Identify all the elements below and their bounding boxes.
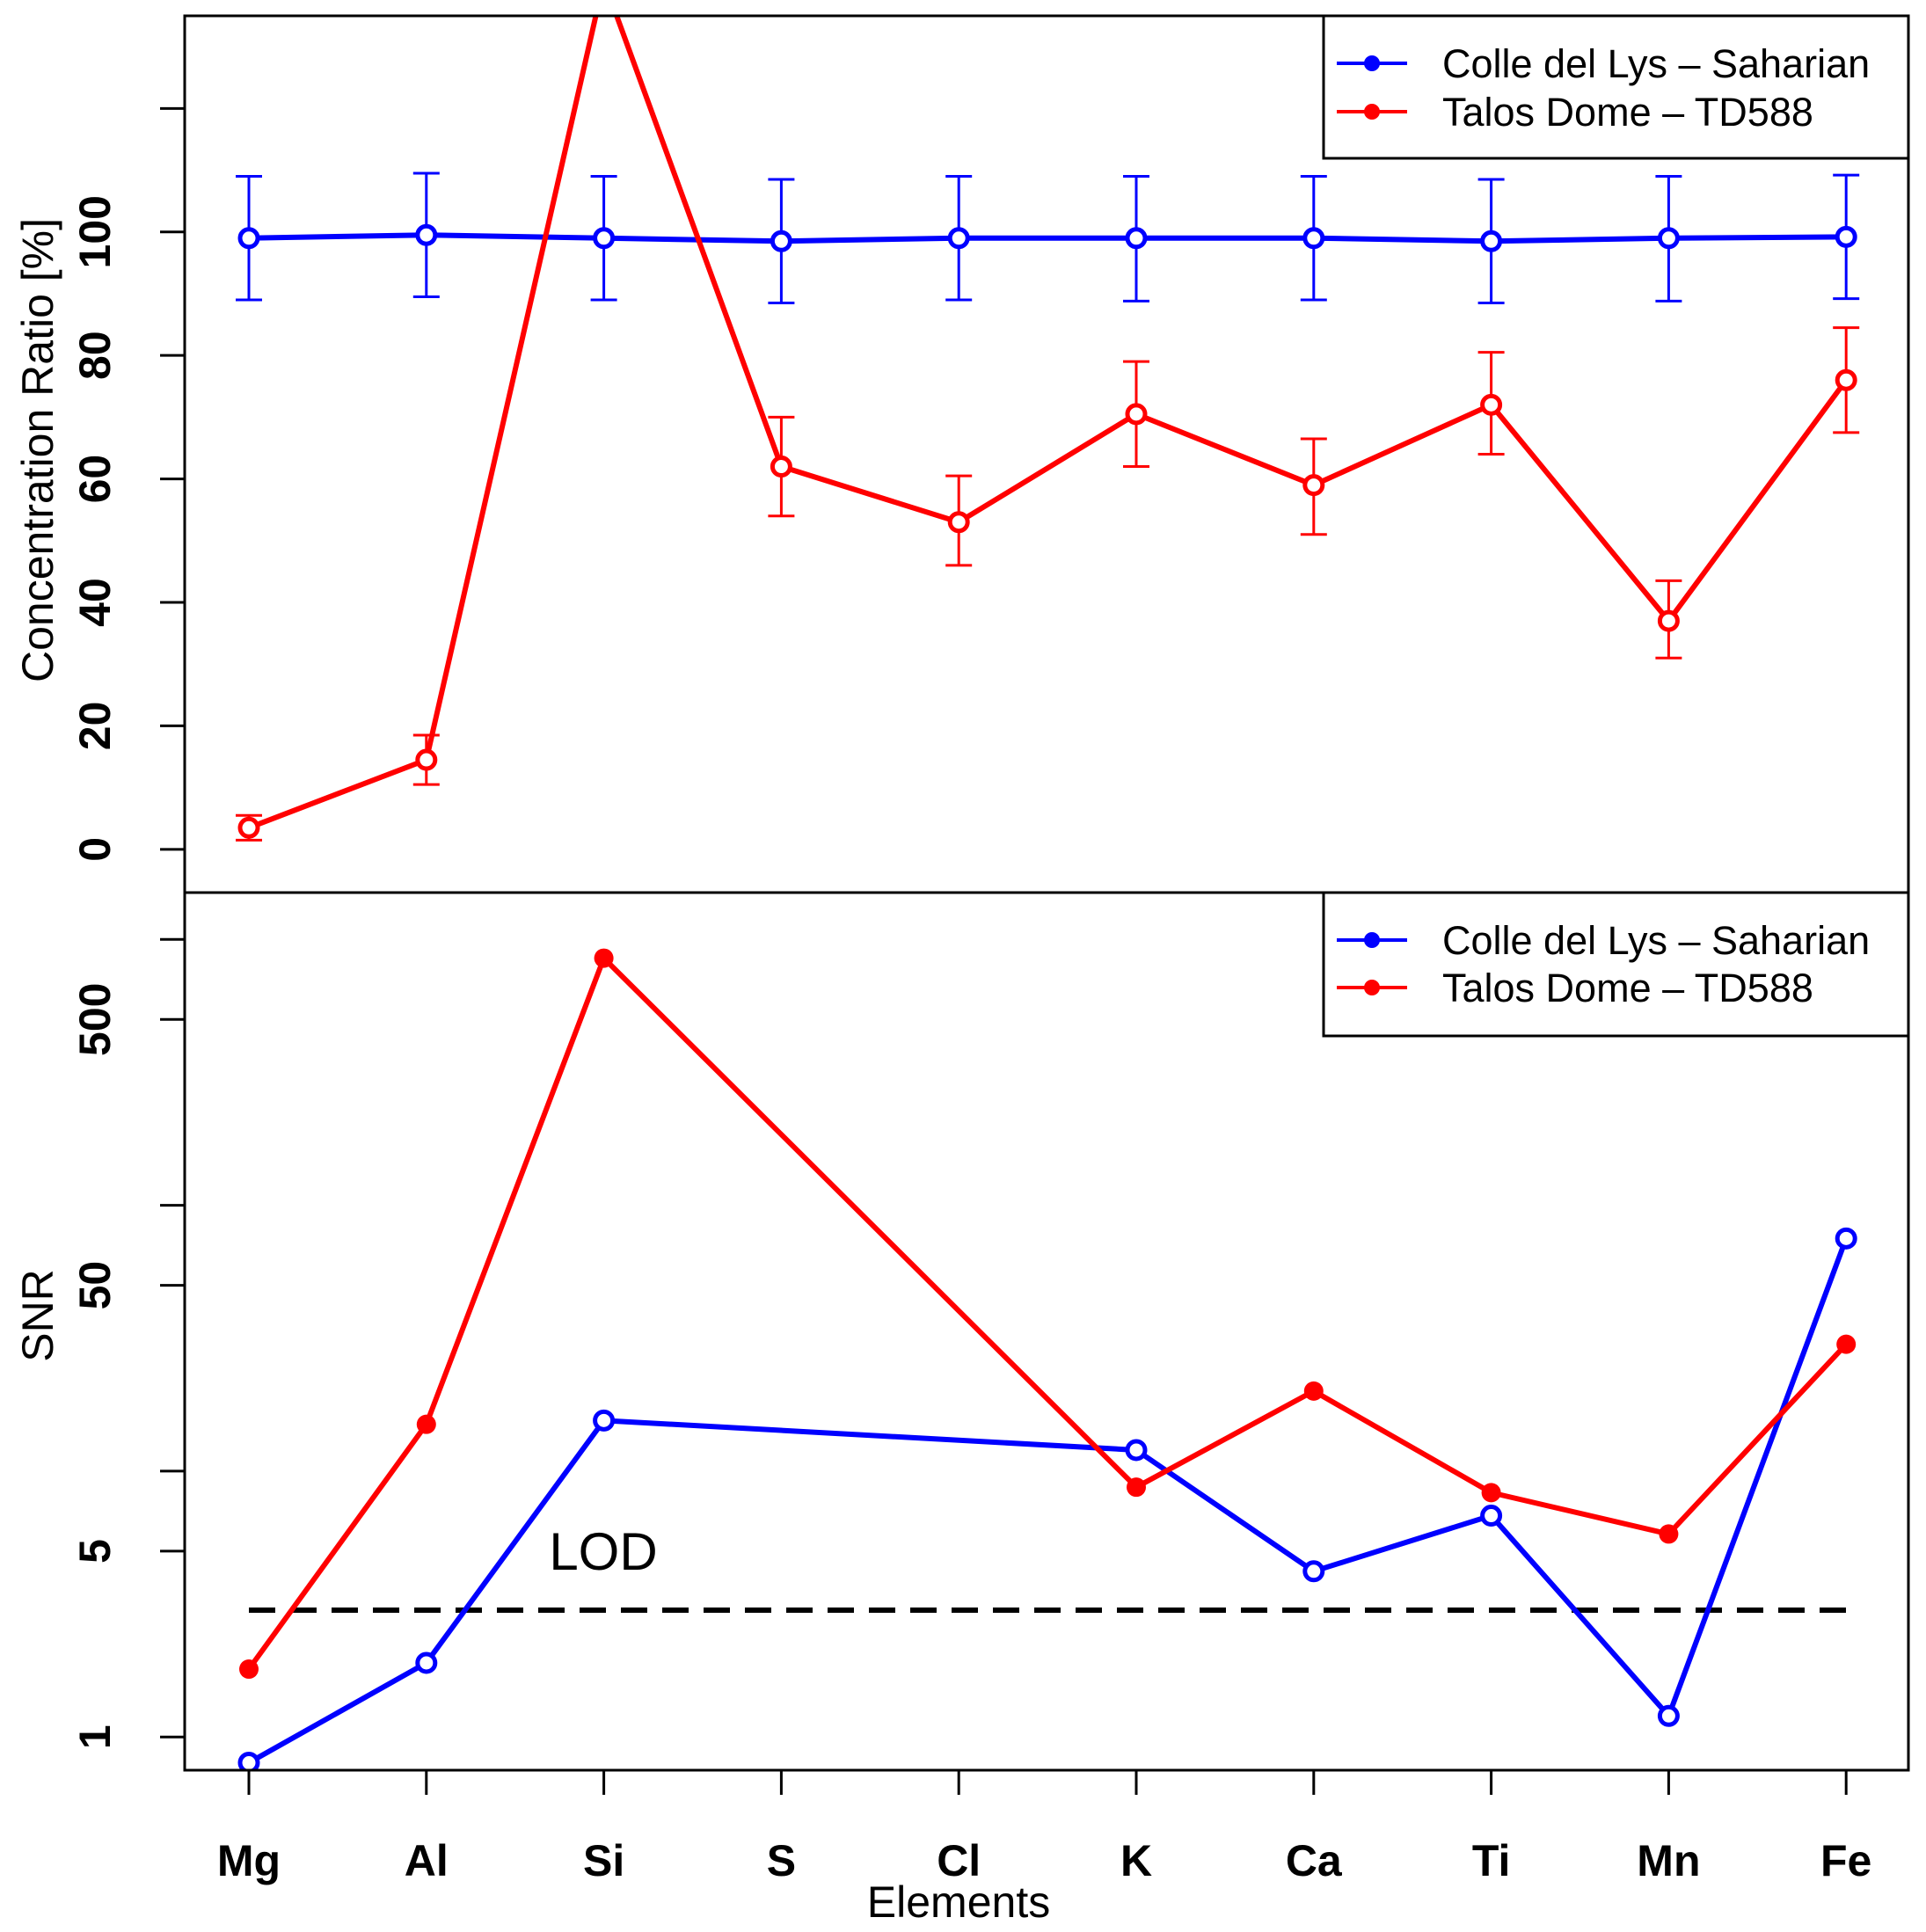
bottom-point-blue-ca: [1302, 1560, 1325, 1583]
top-point-red-al: [415, 748, 438, 771]
bottom-plot-frame: [183, 891, 1910, 1772]
bottom-point-blue-ti: [1480, 1505, 1503, 1527]
bottom-point-red-mg: [239, 1659, 259, 1680]
bottom-legend-red-marker: [1364, 980, 1380, 995]
top-point-blue-ti: [1480, 230, 1503, 252]
bottom-point-red-ca: [1303, 1381, 1324, 1401]
bottom-y-axis-title: SNR: [13, 1269, 62, 1362]
top-point-blue-mg: [237, 227, 260, 250]
top-point-red-mn: [1657, 609, 1680, 632]
bottom-y-tick-label: 5: [70, 1539, 120, 1564]
x-tick-label-cl: Cl: [937, 1836, 981, 1885]
top-line-colle-del-lys-saharian: [248, 232, 1847, 244]
top-plot-area: [236, 16, 1860, 842]
top-point-red-ti: [1480, 393, 1503, 416]
bottom-point-blue-fe: [1835, 1227, 1857, 1250]
bottom-point-red-fe: [1836, 1334, 1857, 1354]
x-tick-label-ti: Ti: [1472, 1836, 1511, 1885]
bottom-point-blue-mg: [237, 1752, 260, 1770]
x-tick-label-si: Si: [583, 1836, 624, 1885]
bottom-line-talos-dome-td588: [246, 955, 1849, 1671]
top-y-tick-label: 20: [70, 702, 120, 751]
top-panel: 0 20 40 60 80 100 Concentration Ratio [%] Col…: [13, 14, 1910, 894]
bottom-line-colle-del-lys-saharian: [247, 1237, 1849, 1766]
bottom-y-tick-label: 500: [70, 983, 120, 1056]
bottom-point-blue-mn: [1657, 1704, 1680, 1727]
top-y-tick-label: 80: [70, 331, 120, 380]
top-point-blue-fe: [1835, 225, 1857, 248]
top-y-tick-label: 0: [70, 837, 120, 862]
bottom-point-blue-si: [593, 1409, 616, 1432]
x-tick-label-fe: Fe: [1820, 1836, 1871, 1885]
bottom-legend-red-label: Talos Dome – TD588: [1442, 966, 1813, 1010]
lod-label: LOD: [549, 1522, 657, 1581]
top-legend-box: [1322, 14, 1910, 160]
x-tick-label-k: K: [1120, 1836, 1152, 1885]
top-y-tick-label: 60: [70, 455, 120, 504]
bottom-legend-box: [1322, 891, 1910, 1038]
x-tick-label-s: S: [767, 1836, 796, 1885]
top-point-blue-ca: [1302, 227, 1325, 250]
bottom-panel: 1 5 50 500 SNR LOD Mg Al Si S Cl K Ca Ti Mn Fe Eleme…: [13, 891, 1910, 1927]
bottom-y-tick-label: 50: [70, 1261, 120, 1310]
top-legend-blue-label: Colle del Lys – Saharian: [1442, 41, 1870, 86]
top-legend-blue-marker: [1364, 55, 1380, 71]
x-tick-label-al: Al: [405, 1836, 449, 1885]
top-y-tick-label: 100: [70, 195, 120, 268]
top-point-blue-mn: [1657, 227, 1680, 250]
x-tick-label-mn: Mn: [1637, 1836, 1700, 1885]
bottom-plot-area: [237, 948, 1857, 1770]
bottom-y-tick-label: 1: [70, 1724, 120, 1749]
top-legend: Colle del Lys – Saharian Talos Dome – TD…: [1322, 14, 1910, 160]
bottom-point-blue-al: [415, 1651, 438, 1674]
x-axis: Mg Al Si S Cl K Ca Ti Mn Fe: [217, 1770, 1871, 1885]
top-point-blue-si: [593, 227, 616, 250]
x-tick-label-ca: Ca: [1286, 1836, 1343, 1885]
top-point-red-fe: [1835, 368, 1857, 391]
top-point-blue-k: [1125, 227, 1148, 250]
top-y-axis-title: Concentration Ratio [%]: [13, 218, 62, 682]
x-axis-title: Elements: [867, 1877, 1050, 1927]
bottom-point-red-al: [416, 1414, 436, 1434]
top-line-talos-dome-td588: [247, 16, 1849, 831]
top-point-red-ca: [1302, 474, 1325, 497]
bottom-legend-blue-label: Colle del Lys – Saharian: [1442, 918, 1870, 963]
bottom-legend-blue-marker: [1364, 932, 1380, 948]
top-point-red-mg: [237, 816, 260, 839]
bottom-point-red-k: [1127, 1477, 1146, 1498]
top-legend-red-label: Talos Dome – TD588: [1442, 90, 1813, 135]
bottom-legend: Colle del Lys – Saharian Talos Dome – TD…: [1322, 891, 1910, 1038]
top-point-blue-al: [415, 223, 438, 246]
top-point-red-cl: [947, 511, 970, 534]
x-tick-label-mg: Mg: [217, 1836, 281, 1885]
bottom-y-ticks: 1 5 50 500: [70, 937, 185, 1749]
bottom-point-red-mn: [1659, 1524, 1679, 1544]
top-point-red-k: [1125, 403, 1148, 426]
bottom-point-red-ti: [1481, 1483, 1501, 1503]
bottom-point-blue-k: [1125, 1439, 1148, 1462]
bottom-point-red-si: [594, 948, 614, 968]
top-point-red-s: [770, 456, 792, 478]
top-y-tick-label: 40: [70, 578, 120, 627]
top-point-blue-cl: [947, 227, 970, 250]
top-y-ticks: 0 20 40 60 80 100: [70, 106, 185, 862]
top-legend-red-marker: [1364, 104, 1380, 120]
top-point-blue-s: [770, 230, 792, 252]
